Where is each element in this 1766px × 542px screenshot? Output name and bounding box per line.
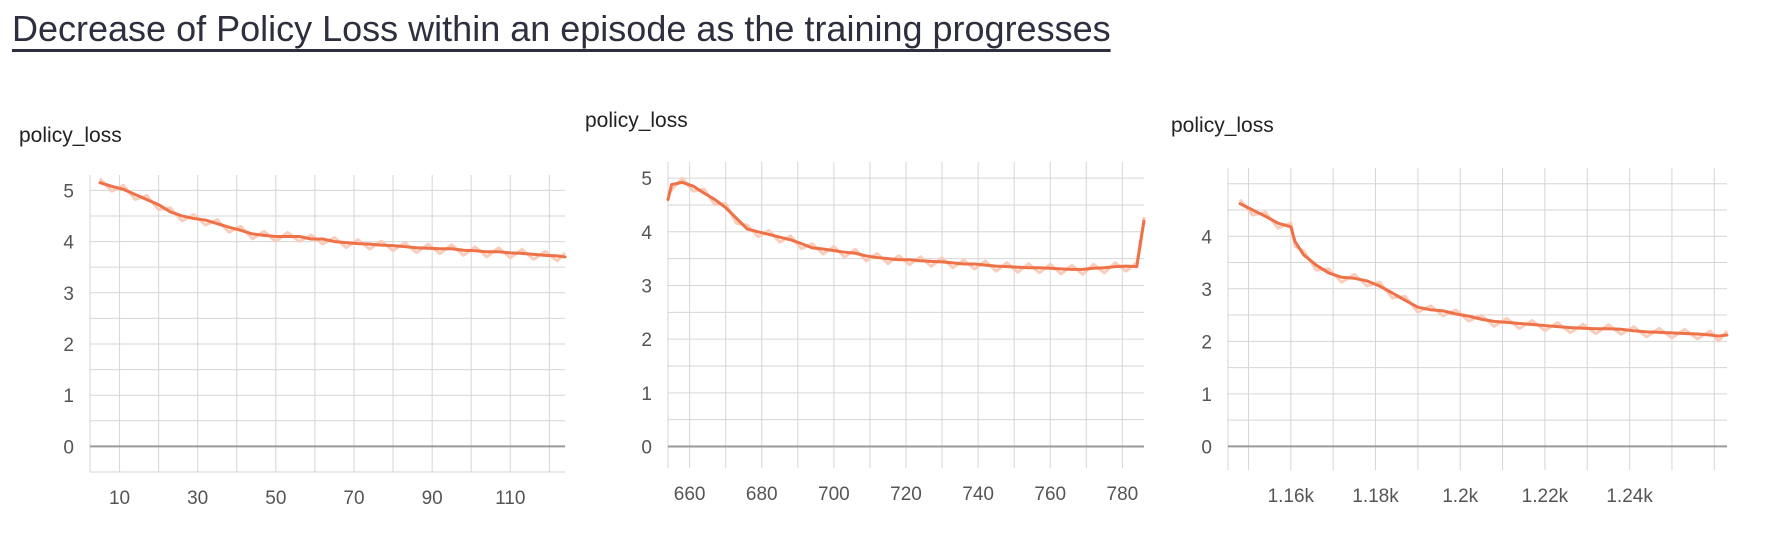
x-tick-label: 30 bbox=[187, 488, 208, 509]
x-tick-label: 1.24k bbox=[1606, 486, 1653, 507]
x-tick-label: 1.22k bbox=[1522, 486, 1569, 507]
y-tick-label: 1 bbox=[1201, 385, 1212, 406]
series-line-policy-loss bbox=[1238, 202, 1729, 338]
x-tick-label: 1.16k bbox=[1268, 486, 1315, 507]
y-tick-label: 4 bbox=[641, 223, 652, 244]
y-tick-label: 3 bbox=[63, 284, 74, 305]
series-raw-line bbox=[666, 176, 1146, 276]
y-tick-label: 4 bbox=[63, 233, 74, 254]
y-tick-label: 5 bbox=[63, 181, 74, 202]
x-tick-label: 1.18k bbox=[1352, 486, 1399, 507]
x-tick-label: 720 bbox=[890, 484, 922, 505]
y-tick-label: 5 bbox=[641, 169, 652, 190]
y-tick-label: 4 bbox=[1201, 227, 1212, 248]
x-tick-label: 700 bbox=[818, 484, 850, 505]
x-tick-label: 50 bbox=[265, 488, 286, 509]
chart-title-2: policy_loss bbox=[585, 109, 688, 132]
y-tick-label: 2 bbox=[1201, 332, 1212, 353]
y-tick-label: 2 bbox=[63, 335, 74, 356]
y-tick-label: 2 bbox=[641, 330, 652, 351]
page-title: Decrease of Policy Loss within an episod… bbox=[12, 8, 1111, 49]
y-tick-label: 1 bbox=[63, 386, 74, 407]
y-tick-label: 3 bbox=[641, 276, 652, 297]
x-tick-label: 660 bbox=[674, 484, 706, 505]
y-tick-label: 0 bbox=[641, 438, 652, 459]
grid bbox=[667, 162, 1144, 468]
chart-title-1: policy_loss bbox=[19, 124, 122, 147]
x-tick-label: 1.2k bbox=[1442, 486, 1478, 507]
y-tick-label: 3 bbox=[1201, 280, 1212, 301]
y-tick-label: 0 bbox=[63, 437, 74, 458]
x-tick-label: 90 bbox=[422, 488, 443, 509]
x-tick-label: 110 bbox=[495, 488, 525, 509]
x-tick-label: 780 bbox=[1107, 484, 1139, 505]
chart-title-3: policy_loss bbox=[1171, 114, 1274, 137]
grid bbox=[1227, 168, 1727, 470]
series-line-policy-loss bbox=[98, 181, 567, 259]
series-raw-line bbox=[98, 177, 567, 263]
x-tick-label: 760 bbox=[1034, 484, 1066, 505]
x-tick-label: 740 bbox=[962, 484, 994, 505]
series-line-policy-loss bbox=[666, 180, 1146, 271]
x-tick-label: 680 bbox=[746, 484, 778, 505]
x-tick-label: 10 bbox=[109, 488, 130, 509]
y-tick-label: 0 bbox=[1201, 437, 1212, 458]
series-raw-line bbox=[1238, 198, 1729, 343]
y-tick-label: 1 bbox=[641, 384, 652, 405]
x-tick-label: 70 bbox=[343, 488, 364, 509]
grid bbox=[89, 175, 565, 473]
